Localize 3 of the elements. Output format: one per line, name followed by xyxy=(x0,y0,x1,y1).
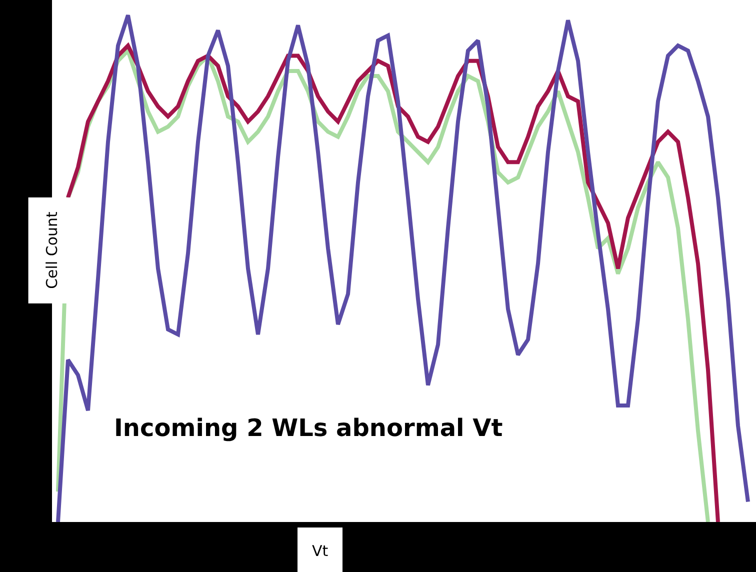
x-axis-title: Vt xyxy=(312,542,328,560)
y-axis-title: Cell Count xyxy=(42,211,61,289)
annotation: Incoming 2 WLs abnormal Vt xyxy=(114,414,503,442)
